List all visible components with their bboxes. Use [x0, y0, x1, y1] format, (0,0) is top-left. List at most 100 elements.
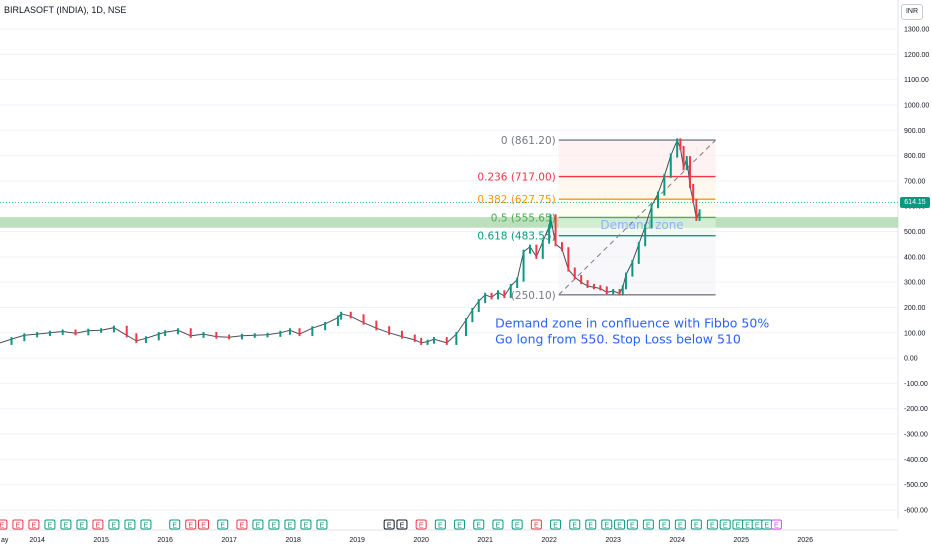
x-tick-label: 2015: [93, 537, 109, 544]
earnings-marker-label: E: [515, 523, 520, 530]
earnings-marker-box: [770, 519, 782, 530]
fib-band: [558, 199, 716, 218]
earnings-marker-label: E: [220, 523, 225, 530]
fib-level-label: 0.5 (555.65): [491, 212, 556, 224]
y-tick-label: -500.00: [904, 482, 928, 489]
earnings-marker: E: [690, 519, 702, 530]
earnings-marker-label: E: [457, 523, 462, 530]
earnings-marker: E: [473, 519, 485, 530]
x-tick-label: 2023: [605, 537, 621, 544]
earnings-marker-box: [614, 519, 626, 530]
x-tick-label-cut: ay: [1, 537, 9, 544]
fib-band: [558, 217, 716, 236]
earnings-marker-box: [396, 519, 408, 530]
earnings-marker-label: E: [144, 523, 149, 530]
y-tick-label: -300.00: [904, 432, 928, 439]
earnings-marker-box: [719, 519, 731, 530]
earnings-marker-box: [236, 519, 248, 530]
earnings-marker-box: [108, 519, 120, 530]
earnings-marker-label: E: [272, 523, 277, 530]
earnings-marker: E: [751, 519, 763, 530]
annotation-line: Demand zone in confluence with Fibbo 50%: [495, 316, 769, 331]
symbol-title: BIRLASOFT (INDIA), 1D, NSE: [4, 5, 127, 15]
earnings-marker-label: E: [188, 523, 193, 530]
earnings-marker-label: E: [774, 523, 779, 530]
earnings-marker: E: [569, 519, 581, 530]
fib-band: [558, 235, 716, 295]
earnings-marker: E: [719, 519, 731, 530]
earnings-marker-label: E: [604, 523, 609, 530]
earnings-marker: E: [0, 519, 8, 530]
earnings-marker-label: E: [764, 523, 769, 530]
earnings-marker: E: [658, 519, 670, 530]
time-axis: ay 2014 2015 2016 2017 2018 2019 2020 2021 2022 20…: [1, 537, 813, 544]
earnings-marker-label: E: [678, 523, 683, 530]
y-tick-label: -400.00: [904, 457, 928, 464]
earnings-marker: E: [642, 519, 654, 530]
earnings-marker-label: E: [320, 523, 325, 530]
earnings-marker-box: [601, 519, 613, 530]
earnings-marker-box: [585, 519, 597, 530]
earnings-marker-label: E: [710, 523, 715, 530]
x-tick-label: 2021: [477, 537, 493, 544]
y-tick-label: 300.00: [904, 280, 926, 287]
earnings-marker: E: [76, 519, 88, 530]
earnings-marker-label: E: [694, 523, 699, 530]
y-tick-label: -200.00: [904, 406, 928, 413]
earnings-marker: E: [530, 519, 542, 530]
earnings-marker-box: [434, 519, 446, 530]
grid: [0, 0, 899, 531]
earnings-marker: E: [434, 519, 446, 530]
earnings-marker-label: E: [588, 523, 593, 530]
earnings-marker: E: [316, 519, 328, 530]
earnings-marker-box: [550, 519, 562, 530]
x-tick-label: 2014: [29, 537, 45, 544]
y-tick-label: 800.00: [904, 153, 926, 160]
y-tick-label: 500.00: [904, 229, 926, 236]
earnings-marker: E: [185, 519, 197, 530]
y-tick-label: 200.00: [904, 305, 926, 312]
earnings-marker-label: E: [723, 523, 728, 530]
earnings-marker-label: E: [16, 523, 21, 530]
earnings-marker-box: [124, 519, 136, 530]
currency-label[interactable]: INR: [901, 4, 923, 20]
x-tick-label: 2024: [669, 537, 685, 544]
earnings-marker-label: E: [0, 523, 5, 530]
price-axis: 1300.00 1200.00 1100.00 1000.00 900.00 800.00…: [904, 27, 929, 515]
earnings-marker-box: [454, 519, 466, 530]
earnings-marker: E: [12, 519, 24, 530]
earnings-marker-box: [530, 519, 542, 530]
earnings-marker-label: E: [400, 523, 405, 530]
earnings-marker-box: [690, 519, 702, 530]
y-tick-label: 1100.00: [904, 77, 929, 84]
earnings-marker: E: [550, 519, 562, 530]
earnings-marker-box: [12, 519, 24, 530]
earnings-marker-label: E: [112, 523, 117, 530]
earnings-marker-box: [268, 519, 280, 530]
earnings-marker: E: [92, 519, 104, 530]
x-tick-label: 2019: [349, 537, 365, 544]
fib-level-label: 0.382 (627.75): [477, 194, 555, 206]
earnings-marker-box: [383, 519, 395, 530]
earnings-marker-label: E: [201, 523, 206, 530]
fib-band: [558, 140, 716, 177]
earnings-marker: E: [732, 519, 744, 530]
earnings-marker: E: [761, 519, 773, 530]
earnings-marker-box: [28, 519, 40, 530]
y-tick-label: 1200.00: [904, 52, 929, 59]
earnings-marker: E: [626, 519, 638, 530]
earnings-marker-box: [44, 519, 56, 530]
earnings-marker: E: [770, 519, 782, 530]
fibonacci-retracement: 0 (861.20) 0.236 (717.00) 0.382 (627.75) 0.…: [477, 135, 716, 302]
earnings-marker-box: [473, 519, 485, 530]
earnings-marker-label: E: [496, 523, 501, 530]
earnings-marker-label: E: [32, 523, 37, 530]
fib-level-label: 0.236 (717.00): [477, 172, 555, 184]
earnings-marker-label: E: [553, 523, 558, 530]
earnings-marker-box: [60, 519, 72, 530]
x-tick-label: 2026: [797, 537, 813, 544]
earnings-marker-box: [92, 519, 104, 530]
earnings-marker-box: [284, 519, 296, 530]
